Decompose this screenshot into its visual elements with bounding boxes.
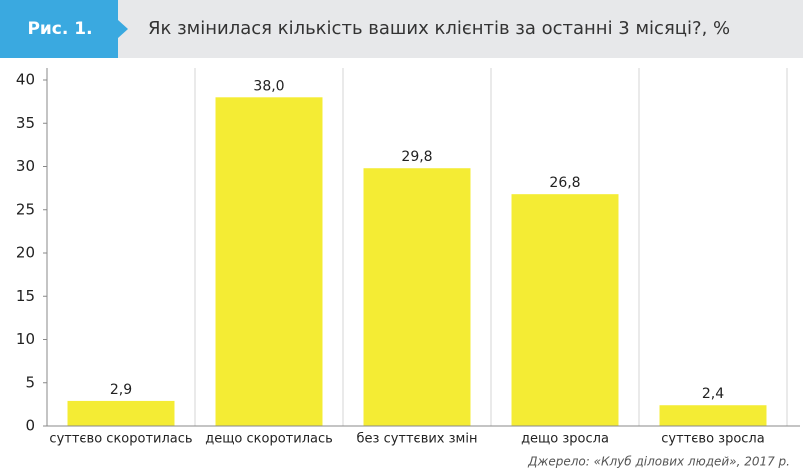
- y-tick-label: 20: [16, 244, 35, 262]
- source: Джерело: «Клуб ділових людей», 2017 р.: [527, 455, 790, 469]
- value-label: 26,8: [549, 175, 580, 191]
- value-label: 29,8: [401, 149, 432, 165]
- bar: [363, 168, 471, 427]
- figure-label-box: [0, 0, 128, 58]
- header-band: [0, 0, 803, 58]
- bar: [511, 194, 619, 426]
- value-label: 38,0: [253, 78, 284, 94]
- chart-title: Як змінилася кількість ваших клієнтів за…: [148, 18, 730, 39]
- y-tick-label: 0: [25, 417, 35, 435]
- x-tick-label: суттєво скоротилась: [49, 432, 192, 447]
- bar: [67, 400, 175, 426]
- value-label: 2,4: [702, 386, 724, 402]
- x-tick-label: суттєво зросла: [661, 432, 764, 447]
- x-tick-label: без суттєвих змін: [357, 432, 478, 447]
- y-tick-label: 15: [16, 287, 35, 305]
- value-label: 2,9: [110, 382, 132, 398]
- y-tick-label: 40: [16, 71, 35, 89]
- y-tick-label: 35: [16, 114, 35, 132]
- bar: [659, 405, 767, 426]
- y-tick-label: 5: [25, 373, 35, 391]
- y-tick-label: 10: [16, 330, 35, 348]
- x-tick-label: дещо зросла: [521, 432, 609, 447]
- y-tick-label: 25: [16, 200, 35, 218]
- bar: [215, 97, 323, 427]
- figure-label: Рис. 1.: [27, 19, 92, 39]
- x-tick-label: дещо скоротилась: [205, 432, 333, 447]
- y-tick-label: 30: [16, 157, 35, 175]
